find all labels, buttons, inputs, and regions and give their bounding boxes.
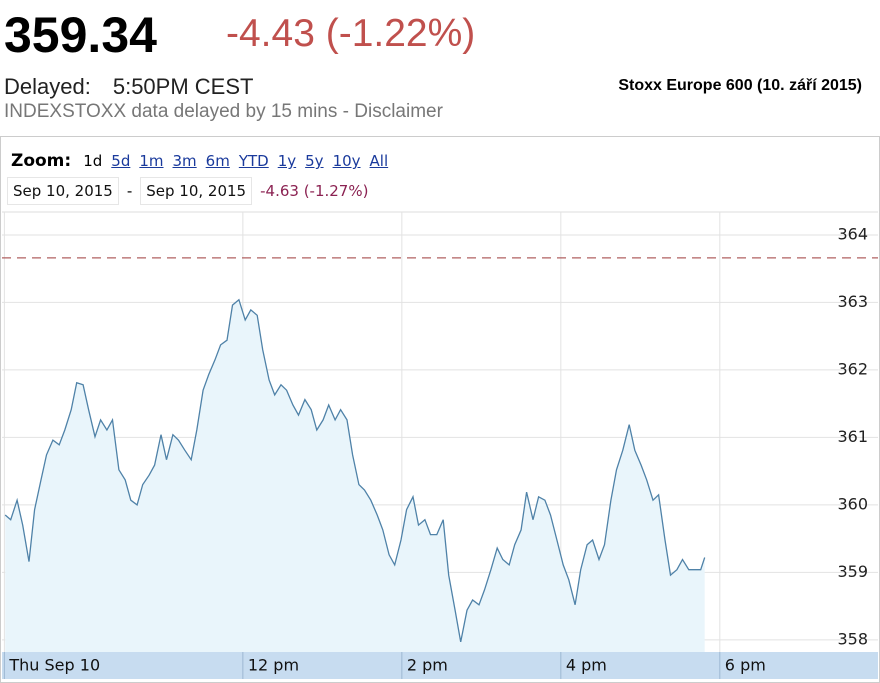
- date-to[interactable]: Sep 10, 2015: [140, 177, 253, 205]
- y-tick-label: 360: [837, 494, 868, 513]
- price: 359.34: [4, 7, 157, 63]
- date-range: Sep 10, 2015 - Sep 10, 2015 -4.63 (-1.27…: [7, 177, 368, 205]
- zoom-option[interactable]: All: [369, 152, 389, 170]
- x-axis-band: [2, 652, 878, 679]
- chart-widget: Zoom: 1d 5d 1m 3m 6m YTD 1y 5y 10y All Sep 10, 201…: [0, 136, 880, 683]
- x-tick-label: 6 pm: [725, 656, 766, 675]
- zoom-option[interactable]: YTD: [238, 152, 269, 170]
- delayed: Delayed: 5:50PM CEST: [4, 74, 275, 100]
- y-tick-label: 363: [837, 292, 868, 311]
- source-note[interactable]: INDEXSTOXX data delayed by 15 mins - Dis…: [4, 101, 443, 122]
- zoom-option[interactable]: 1d: [83, 152, 103, 170]
- y-tick-label: 364: [837, 224, 868, 243]
- range-change: -4.63 (-1.27%): [260, 182, 369, 200]
- price-line: [4, 298, 706, 643]
- y-tick-label: 358: [837, 629, 868, 648]
- y-tick-label: 361: [837, 427, 868, 446]
- y-tick-label: 359: [837, 562, 868, 581]
- zoom-option[interactable]: 3m: [172, 152, 197, 170]
- zoom-option[interactable]: 1y: [277, 152, 297, 170]
- area-fill: [5, 299, 705, 652]
- x-tick-label: 2 pm: [407, 656, 448, 675]
- zoom-label: Zoom:: [11, 151, 72, 171]
- range-separator: -: [126, 182, 133, 200]
- date-from[interactable]: Sep 10, 2015: [7, 177, 119, 205]
- zoom-option[interactable]: 5y: [305, 152, 324, 170]
- zoom-option[interactable]: 10y: [332, 152, 361, 170]
- delayed-time: 5:50PM CEST: [112, 74, 254, 99]
- delayed-label: Delayed:: [4, 74, 91, 99]
- x-tick-label: 12 pm: [248, 656, 299, 675]
- x-tick-label: Thu Sep 10: [8, 656, 100, 675]
- price-change: -4.43 (-1.22%): [226, 12, 476, 55]
- zoom-option[interactable]: 5d: [111, 152, 131, 170]
- chart-title: Stoxx Europe 600 (10. září 2015): [618, 77, 862, 94]
- zoom-bar: Zoom: 1d 5d 1m 3m 6m YTD 1y 5y 10y All: [11, 151, 397, 171]
- y-tick-label: 362: [837, 359, 868, 378]
- zoom-option[interactable]: 6m: [205, 152, 230, 170]
- zoom-option[interactable]: 1m: [139, 152, 164, 170]
- x-tick-label: 4 pm: [566, 656, 607, 675]
